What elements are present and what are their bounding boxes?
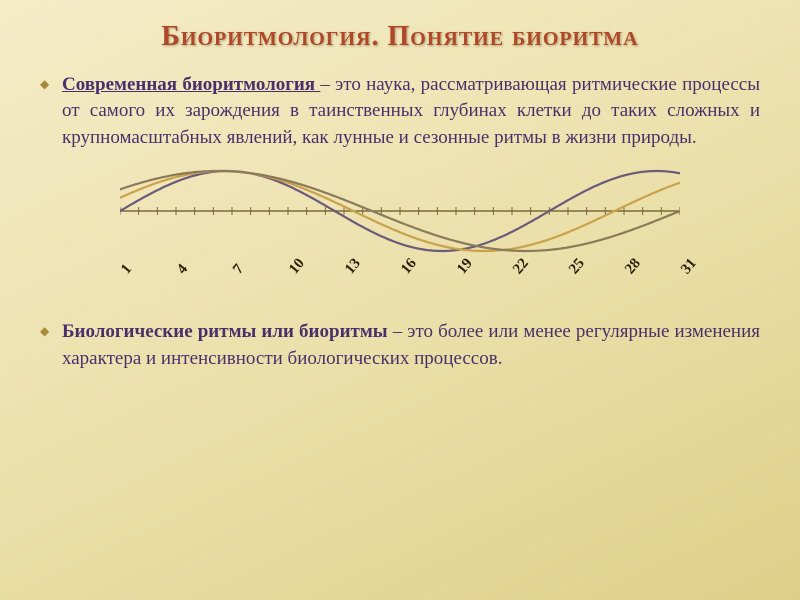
x-tick-label: 7	[230, 262, 248, 279]
biorhythm-chart: 1471013161922252831	[120, 161, 680, 301]
paragraph-2: Биологические ритмы или биоритмы – это б…	[40, 319, 760, 372]
term-2: Биологические ритмы или биоритмы	[62, 321, 393, 342]
paragraph-1: Современная биоритмология – это наука, р…	[40, 72, 760, 152]
x-tick-label: 31	[678, 256, 701, 278]
slide-container: Биоритмология. Понятие биоритма Современ…	[0, 0, 800, 600]
term-1: Современная биоритмология	[62, 74, 320, 95]
slide-title: Биоритмология. Понятие биоритма	[40, 20, 760, 54]
x-tick-label: 1	[118, 262, 136, 279]
x-tick-label: 4	[174, 262, 192, 279]
chart-svg	[120, 161, 680, 261]
